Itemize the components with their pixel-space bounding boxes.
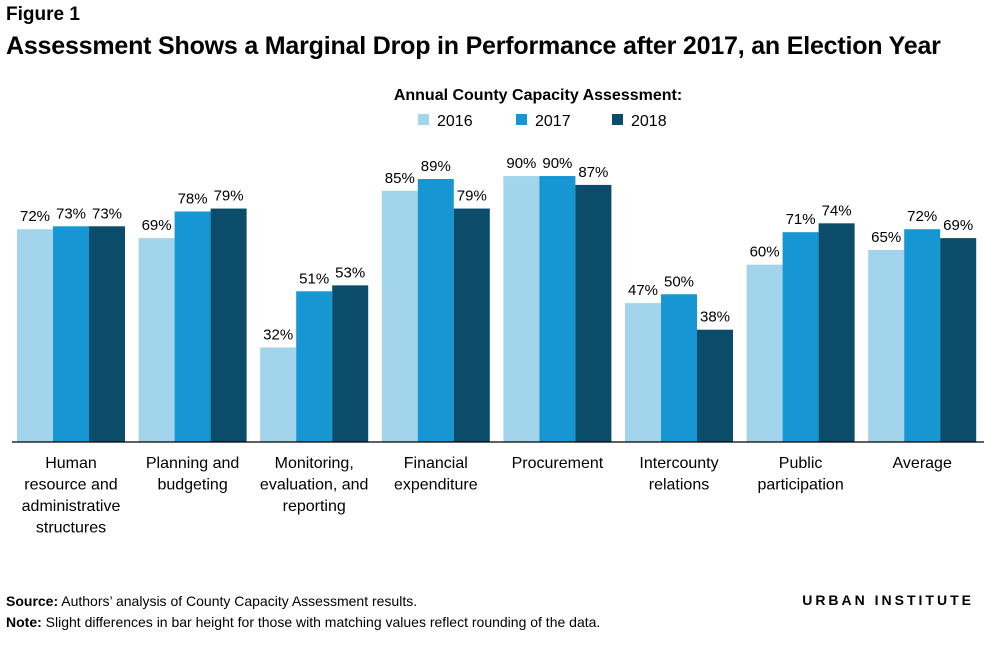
category-label-6-0: Public (779, 455, 823, 472)
bar-2018-1 (210, 208, 247, 442)
figure-label: Figure 1 (6, 4, 80, 25)
category-label-6-1: participation (757, 477, 843, 494)
category-label-2-2: reporting (283, 498, 346, 515)
data-label-2017-2: 51% (299, 270, 329, 287)
bar-chart: Annual County Capacity Assessment: 2016 20… (12, 87, 984, 537)
data-label-2018-0: 73% (92, 205, 122, 222)
source-note: Source: Authors’ analysis of County Capa… (6, 593, 417, 609)
legend-swatch-2018 (612, 114, 623, 125)
data-label-2017-6: 71% (786, 211, 816, 228)
bar-2017-7 (904, 229, 941, 442)
data-label-2017-4: 90% (542, 155, 572, 172)
bar-2017-1 (174, 211, 211, 442)
data-label-2016-3: 85% (385, 170, 415, 187)
bar-2016-2 (260, 347, 297, 442)
category-label-1-0: Planning and (146, 455, 239, 472)
data-label-2017-7: 72% (907, 208, 937, 225)
bar-2018-5 (697, 329, 733, 442)
bar-2017-6 (782, 232, 819, 442)
legend-title: Annual County Capacity Assessment: (394, 87, 682, 104)
data-label-2016-2: 32% (263, 326, 293, 343)
chart-title: Assessment Shows a Marginal Drop in Perf… (6, 32, 941, 60)
data-label-2016-4: 90% (506, 155, 536, 172)
legend-swatch-2017 (516, 114, 527, 125)
data-label-2018-3: 79% (457, 188, 487, 205)
data-label-2016-0: 72% (20, 208, 50, 225)
category-label-0-2: administrative (22, 498, 121, 515)
bar-2017-5 (661, 294, 697, 442)
note-label: Note: (6, 614, 42, 630)
category-label-1-1: budgeting (157, 477, 227, 494)
bar-2017-4 (539, 176, 576, 443)
data-label-2018-5: 38% (700, 309, 730, 326)
category-label-7-0: Average (893, 455, 952, 472)
bar-2016-5 (625, 303, 661, 442)
data-label-2018-7: 69% (943, 217, 973, 234)
data-label-2018-1: 79% (214, 188, 244, 205)
brand-part2: INSTITUTE (874, 592, 974, 608)
bar-2017-0 (53, 226, 89, 442)
category-label-3-1: expenditure (394, 477, 478, 494)
bar-2018-2 (332, 285, 369, 442)
source-text: Authors’ analysis of County Capacity Ass… (58, 593, 418, 609)
category-label-0-1: resource and (24, 477, 117, 494)
data-label-2016-5: 47% (628, 282, 658, 299)
note-text: Slight differences in bar height for tho… (41, 614, 601, 630)
brand-part1: URBAN (802, 592, 868, 608)
data-label-2016-1: 69% (142, 217, 172, 234)
legend-label-2017: 2017 (535, 113, 571, 130)
bar-2016-4 (503, 176, 540, 443)
bar-2018-0 (89, 226, 125, 442)
bar-2016-7 (868, 249, 905, 442)
data-label-2016-7: 65% (871, 229, 901, 246)
data-label-2017-3: 89% (421, 158, 451, 175)
bar-2017-2 (296, 291, 333, 442)
bar-2018-6 (818, 223, 855, 442)
bar-2016-0 (17, 229, 53, 442)
legend-label-2018: 2018 (631, 113, 667, 130)
data-label-2018-4: 87% (578, 164, 608, 181)
source-label: Source: (6, 593, 59, 609)
data-label-2017-0: 73% (56, 205, 86, 222)
category-label-0-3: structures (36, 520, 106, 537)
legend-label-2016: 2016 (437, 113, 473, 130)
bar-2016-6 (746, 264, 783, 442)
category-label-4-0: Procurement (512, 455, 604, 472)
category-label-0-0: Human (45, 455, 97, 472)
bar-2016-3 (381, 190, 418, 442)
data-label-2017-1: 78% (178, 191, 208, 208)
category-label-3-0: Financial (404, 455, 468, 472)
note: Note: Slight differences in bar height f… (6, 614, 600, 630)
data-label-2017-5: 50% (664, 273, 694, 290)
data-label-2018-6: 74% (822, 202, 852, 219)
urban-institute-logo: URBAN INSTITUTE (802, 592, 974, 608)
bar-2017-3 (417, 179, 454, 442)
bar-2018-7 (940, 238, 977, 442)
legend-swatch-2016 (418, 114, 429, 125)
category-label-2-1: evaluation, and (260, 477, 369, 494)
bar-2018-3 (453, 208, 490, 442)
category-label-2-0: Monitoring, (275, 455, 354, 472)
data-label-2016-6: 60% (750, 244, 780, 261)
data-label-2018-2: 53% (335, 264, 365, 281)
bar-2018-4 (575, 184, 612, 443)
bar-2016-1 (138, 238, 175, 442)
category-label-5-0: Intercounty (639, 455, 718, 472)
category-label-5-1: relations (649, 477, 709, 494)
